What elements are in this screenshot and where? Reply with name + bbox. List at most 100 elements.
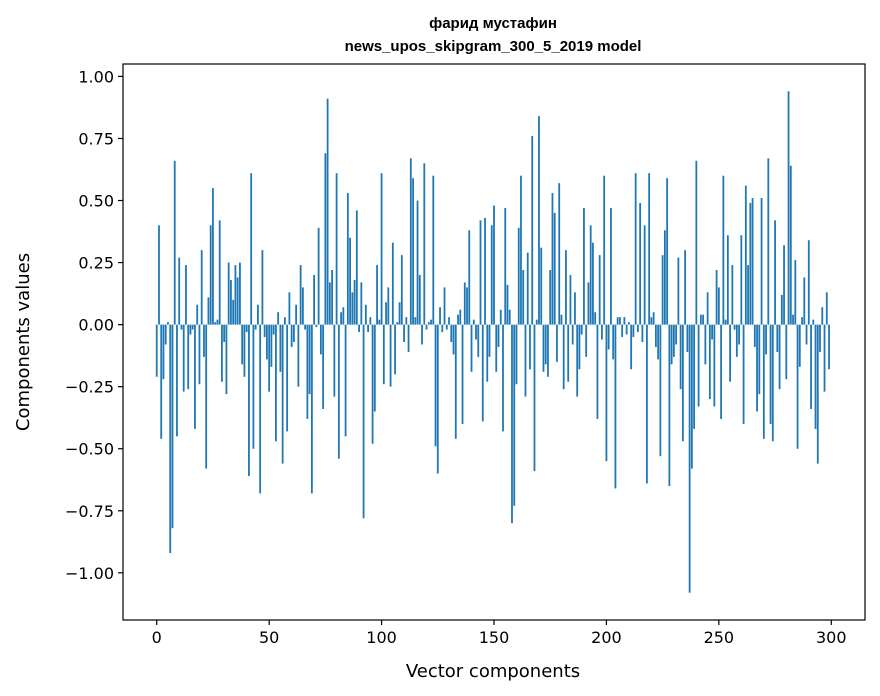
bar-49: [266, 324, 268, 360]
bar-241: [697, 324, 700, 407]
bar-161: [517, 227, 520, 325]
bar-201: [607, 324, 610, 350]
bar-203: [612, 324, 615, 360]
bar-53: [275, 324, 277, 442]
bar-149: [490, 225, 493, 325]
bar-95: [369, 317, 372, 325]
bar-172: [542, 324, 545, 372]
bar-131: [450, 324, 453, 343]
bar-168: [533, 324, 536, 472]
bar-271: [765, 324, 767, 355]
y-axis-label: Components values: [13, 253, 34, 431]
bar-23: [207, 297, 210, 325]
bar-28: [218, 220, 221, 325]
bar-159: [513, 324, 516, 506]
bar-42: [250, 173, 253, 325]
x-tick-label-0: 0: [152, 628, 162, 647]
bar-298: [825, 292, 828, 325]
bar-75: [324, 153, 327, 325]
bar-113: [409, 158, 412, 325]
bar-107: [396, 322, 399, 325]
bar-93: [364, 304, 367, 325]
bar-286: [798, 324, 801, 367]
bar-117: [418, 274, 421, 325]
chart-title: фарид мустафин: [429, 15, 557, 32]
bar-254: [726, 235, 729, 325]
bar-25: [212, 188, 214, 325]
bar-153: [499, 309, 502, 325]
bar-16: [191, 324, 194, 330]
bar-216: [641, 324, 644, 343]
bar-275: [774, 220, 776, 325]
bar-48: [263, 324, 266, 338]
bar-237: [688, 324, 691, 593]
bar-224: [659, 324, 662, 457]
bar-125: [436, 324, 439, 474]
bar-260: [740, 235, 743, 325]
bar-226: [663, 230, 666, 325]
bar-44: [254, 324, 257, 330]
bar-58: [286, 324, 289, 432]
bar-214: [637, 324, 639, 333]
bar-146: [484, 217, 486, 325]
bar-273: [769, 324, 772, 424]
bar-69: [310, 324, 313, 494]
plot-area-frame: [122, 63, 866, 621]
bar-143: [477, 324, 480, 357]
bar-119: [423, 163, 426, 325]
bar-154: [502, 324, 504, 432]
bar-140: [470, 324, 473, 372]
bar-120: [425, 324, 428, 330]
bar-112: [407, 324, 410, 352]
bar-4: [164, 324, 167, 345]
bar-246: [708, 324, 711, 400]
bar-21: [203, 324, 205, 357]
bar-124: [434, 324, 437, 447]
bar-218: [646, 324, 648, 484]
bar-175: [549, 270, 552, 325]
bar-234: [681, 324, 684, 442]
bar-289: [805, 324, 808, 345]
bar-136: [461, 324, 464, 424]
bar-270: [762, 324, 765, 439]
bar-1: [158, 225, 160, 325]
bar-299: [828, 324, 830, 370]
bar-24: [209, 225, 212, 325]
bar-285: [796, 324, 799, 449]
bar-81: [337, 324, 340, 459]
bar-94: [367, 324, 369, 333]
bar-62: [295, 304, 298, 325]
y-tick-label-3: 0.25: [78, 254, 114, 273]
bar-292: [812, 319, 815, 325]
bar-55: [279, 324, 282, 372]
bar-82: [340, 312, 342, 325]
bar-265: [751, 198, 754, 325]
bar-33: [230, 279, 232, 325]
bar-103: [387, 287, 390, 325]
bar-188: [578, 324, 581, 370]
bar-97: [373, 324, 376, 412]
bar-40: [245, 324, 248, 333]
bar-295: [819, 324, 821, 352]
bar-206: [619, 317, 621, 325]
bar-155: [504, 207, 507, 325]
bar-84: [344, 324, 347, 437]
bar-138: [466, 287, 468, 325]
bar-264: [749, 203, 752, 325]
bar-7: [171, 324, 174, 529]
bar-22: [205, 324, 208, 469]
bar-9: [176, 324, 178, 437]
bar-10: [178, 257, 181, 325]
bar-178: [556, 324, 558, 362]
bar-11: [180, 324, 183, 330]
bars-group: [155, 91, 830, 593]
bar-35: [234, 265, 237, 325]
bar-54: [277, 312, 280, 325]
x-tick-label-50: 50: [259, 628, 279, 647]
bar-174: [547, 324, 549, 377]
bar-145: [481, 324, 484, 422]
bar-251: [720, 324, 722, 419]
bar-123: [432, 175, 435, 325]
bar-20: [200, 250, 203, 325]
